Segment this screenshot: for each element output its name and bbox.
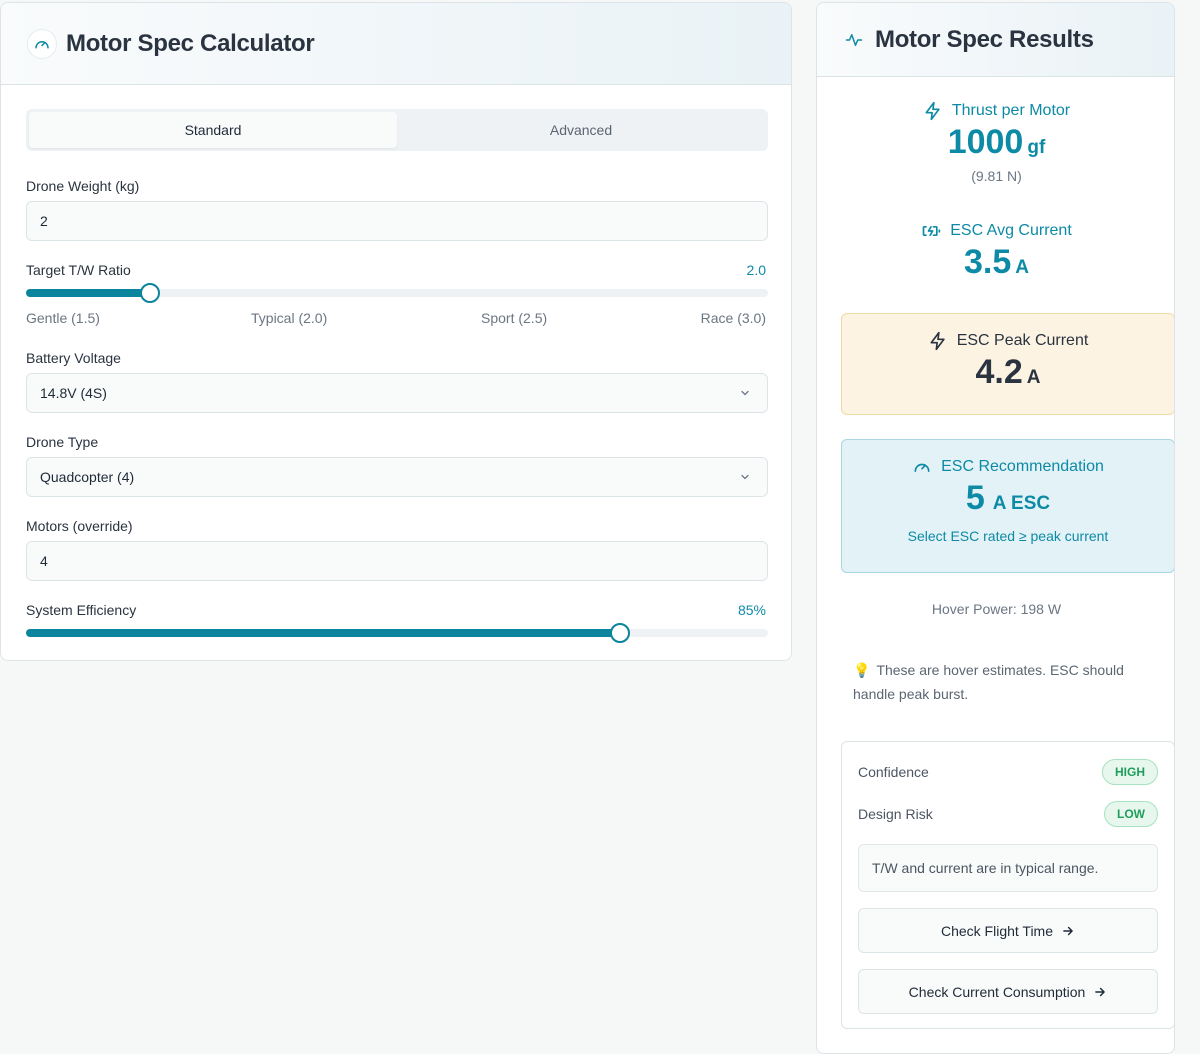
results-title: Motor Spec Results bbox=[875, 25, 1094, 53]
esc-peak-value: 4.2 bbox=[975, 353, 1023, 391]
check-flight-time-button[interactable]: Check Flight Time bbox=[858, 908, 1158, 953]
esc-rec-value: 5 bbox=[965, 479, 985, 517]
tab-advanced[interactable]: Advanced bbox=[549, 122, 613, 138]
thrust-label-row: Thrust per Motor bbox=[817, 101, 1174, 121]
esc-recommendation-box: ESC Recommendation 5 A ESC Select ESC rat… bbox=[841, 439, 1174, 573]
check-current-consumption-button[interactable]: Check Current Consumption bbox=[858, 969, 1158, 1014]
esc-rec-label: ESC Recommendation bbox=[941, 458, 1104, 475]
tw-ratio-slider[interactable] bbox=[26, 283, 768, 303]
check-flight-time-label: Check Flight Time bbox=[940, 922, 1054, 939]
arrow-right-icon bbox=[1063, 926, 1073, 935]
activity-icon bbox=[845, 33, 863, 46]
tw-tick-typical: Typical (2.0) bbox=[251, 310, 328, 326]
arrow-right-icon bbox=[1095, 987, 1106, 996]
esc-peak-unit: A bbox=[1026, 367, 1041, 388]
lightning-icon bbox=[930, 331, 945, 351]
esc-rec-hint: Select ESC rated ≥ peak current bbox=[907, 528, 1109, 544]
assessment-panel: Confidence HIGH Design Risk LOW T/W and … bbox=[841, 741, 1174, 1029]
efficiency-fill bbox=[26, 629, 620, 637]
battery-voltage-select[interactable]: 14.8V (4S) bbox=[26, 373, 768, 413]
esc-peak-label: ESC Peak Current bbox=[956, 332, 1089, 349]
hover-note: 💡 These are hover estimates. ESC should h… bbox=[853, 658, 1153, 706]
results-header: Motor Spec Results bbox=[817, 3, 1174, 77]
efficiency-thumb[interactable] bbox=[609, 623, 630, 643]
tw-tick-sport: Sport (2.5) bbox=[481, 310, 548, 326]
battery-voltage-value: 14.8V (4S) bbox=[40, 385, 107, 401]
assessment-message: T/W and current are in typical range. bbox=[858, 844, 1158, 892]
thrust-newtons: (9.81 N) bbox=[971, 168, 1022, 184]
confidence-badge: HIGH bbox=[1102, 759, 1158, 785]
esc-rec-label-row: ESC Recommendation bbox=[842, 457, 1174, 477]
tw-ratio-label: Target T/W Ratio bbox=[26, 262, 131, 278]
calculator-header: Motor Spec Calculator bbox=[1, 3, 791, 85]
drone-type-label: Drone Type bbox=[26, 434, 99, 450]
drone-weight-label: Drone Weight (kg) bbox=[26, 178, 140, 194]
tw-ratio-thumb[interactable] bbox=[139, 283, 160, 303]
esc-rec-unit: A ESC bbox=[992, 493, 1051, 514]
esc-peak-box: ESC Peak Current 4.2 A bbox=[841, 313, 1174, 415]
efficiency-label: System Efficiency bbox=[26, 602, 137, 618]
tw-tick-race: Race (3.0) bbox=[700, 310, 766, 326]
motors-label: Motors (override) bbox=[26, 518, 133, 534]
efficiency-slider[interactable] bbox=[26, 623, 768, 643]
tw-tick-gentle: Gentle (1.5) bbox=[26, 310, 100, 326]
thrust-unit: gf bbox=[1027, 137, 1046, 158]
hover-power: Hover Power: 198 W bbox=[931, 601, 1062, 617]
calculator-title: Motor Spec Calculator bbox=[66, 29, 315, 57]
esc-avg-value: 3.5 bbox=[964, 243, 1012, 281]
drone-weight-input[interactable]: 2 bbox=[26, 201, 768, 241]
drone-type-select[interactable]: Quadcopter (4) bbox=[26, 457, 768, 497]
battery-charging-icon bbox=[922, 226, 941, 236]
design-risk-label: Design Risk bbox=[858, 806, 933, 822]
mode-tabs: Standard Advanced bbox=[26, 109, 768, 151]
motors-input[interactable]: 4 bbox=[26, 541, 768, 581]
chevron-down-icon bbox=[741, 390, 749, 396]
gauge-icon bbox=[27, 28, 57, 59]
lightning-icon bbox=[925, 101, 940, 121]
results-card: Motor Spec Results Thrust per Motor 1000… bbox=[816, 2, 1175, 1054]
tw-ratio-fill bbox=[26, 289, 150, 297]
esc-avg-label-row: ESC Avg Current bbox=[817, 221, 1174, 241]
tab-standard[interactable]: Standard bbox=[29, 112, 397, 148]
esc-avg-metric: ESC Avg Current 3.5 A bbox=[817, 221, 1174, 282]
efficiency-value: 85% bbox=[737, 602, 766, 618]
tw-ratio-value: 2.0 bbox=[746, 262, 766, 278]
confidence-label: Confidence bbox=[858, 764, 929, 780]
gauge-icon bbox=[914, 463, 930, 472]
design-risk-badge: LOW bbox=[1104, 801, 1158, 827]
lightbulb-icon: 💡 bbox=[853, 662, 871, 678]
check-current-consumption-label: Check Current Consumption bbox=[908, 983, 1086, 1000]
hover-note-text: These are hover estimates. ESC should ha… bbox=[853, 662, 1124, 702]
esc-avg-unit: A bbox=[1015, 257, 1029, 278]
thrust-label: Thrust per Motor bbox=[951, 102, 1071, 119]
chevron-down-icon bbox=[741, 474, 749, 480]
battery-voltage-label: Battery Voltage bbox=[26, 350, 121, 366]
calculator-card: Motor Spec Calculator Standard Advanced … bbox=[0, 2, 792, 661]
drone-type-value: Quadcopter (4) bbox=[40, 469, 135, 485]
esc-peak-label-row: ESC Peak Current bbox=[842, 331, 1174, 351]
esc-avg-label: ESC Avg Current bbox=[950, 222, 1072, 239]
thrust-metric: Thrust per Motor 1000 gf (9.81 N) bbox=[817, 101, 1174, 184]
thrust-value: 1000 bbox=[947, 123, 1024, 161]
